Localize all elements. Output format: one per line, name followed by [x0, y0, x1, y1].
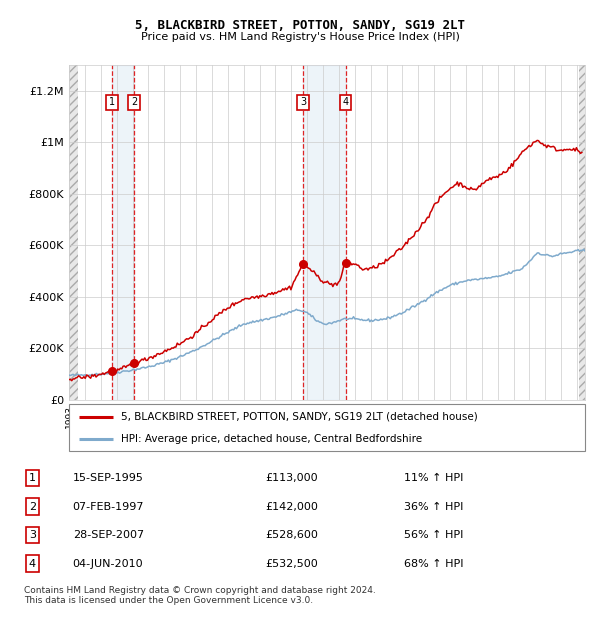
Text: 04-JUN-2010: 04-JUN-2010 — [73, 559, 143, 569]
Text: Price paid vs. HM Land Registry's House Price Index (HPI): Price paid vs. HM Land Registry's House … — [140, 32, 460, 42]
Text: £142,000: £142,000 — [266, 502, 319, 512]
Text: 56% ↑ HPI: 56% ↑ HPI — [404, 530, 463, 540]
Text: 4: 4 — [29, 559, 36, 569]
FancyBboxPatch shape — [69, 404, 585, 451]
Text: 1: 1 — [109, 97, 115, 107]
Text: 3: 3 — [300, 97, 306, 107]
Text: 28-SEP-2007: 28-SEP-2007 — [73, 530, 144, 540]
Text: 4: 4 — [343, 97, 349, 107]
Bar — [303, 65, 346, 400]
Bar — [69, 65, 78, 400]
Text: Contains HM Land Registry data © Crown copyright and database right 2024.
This d: Contains HM Land Registry data © Crown c… — [24, 586, 376, 605]
Text: 36% ↑ HPI: 36% ↑ HPI — [404, 502, 463, 512]
Text: £113,000: £113,000 — [266, 473, 319, 483]
Text: 5, BLACKBIRD STREET, POTTON, SANDY, SG19 2LT: 5, BLACKBIRD STREET, POTTON, SANDY, SG19… — [135, 19, 465, 32]
Text: 2: 2 — [29, 502, 36, 512]
Bar — [578, 65, 587, 400]
Text: 68% ↑ HPI: 68% ↑ HPI — [404, 559, 463, 569]
Text: 5, BLACKBIRD STREET, POTTON, SANDY, SG19 2LT (detached house): 5, BLACKBIRD STREET, POTTON, SANDY, SG19… — [121, 412, 478, 422]
Text: 07-FEB-1997: 07-FEB-1997 — [73, 502, 144, 512]
Bar — [112, 65, 134, 400]
Text: £532,500: £532,500 — [266, 559, 319, 569]
Text: HPI: Average price, detached house, Central Bedfordshire: HPI: Average price, detached house, Cent… — [121, 433, 422, 444]
Text: 11% ↑ HPI: 11% ↑ HPI — [404, 473, 463, 483]
Text: £528,600: £528,600 — [266, 530, 319, 540]
Text: 3: 3 — [29, 530, 36, 540]
Text: 1: 1 — [29, 473, 36, 483]
Text: 2: 2 — [131, 97, 137, 107]
Text: 15-SEP-1995: 15-SEP-1995 — [73, 473, 143, 483]
